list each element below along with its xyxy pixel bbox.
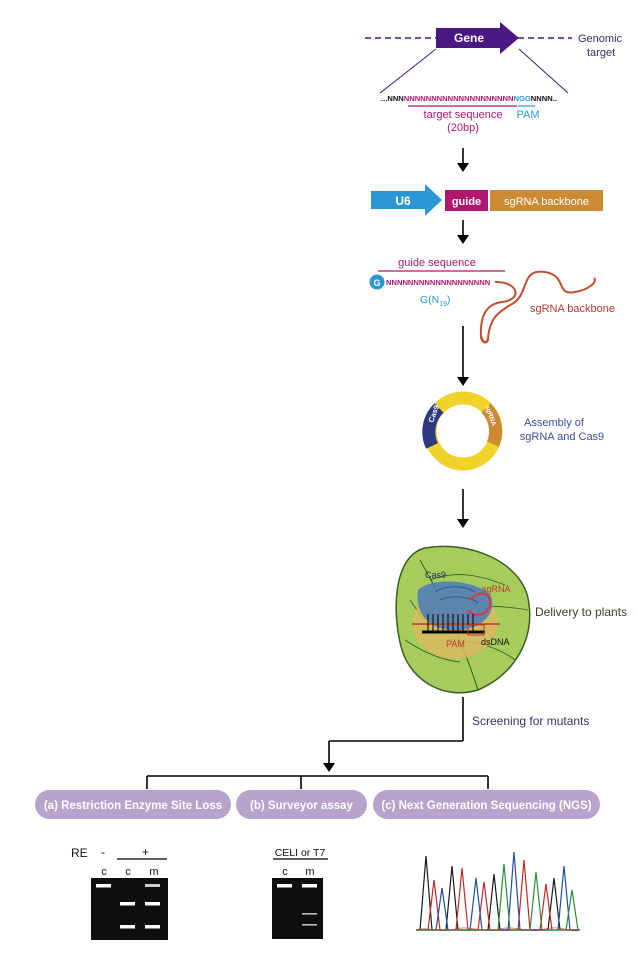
assembly-caption-2: sgRNA and Cas9 <box>520 431 604 443</box>
gene-arrow <box>436 22 519 54</box>
screening-arrowhead <box>323 763 335 772</box>
sgrna-ring-segment <box>481 403 503 447</box>
guide-box <box>445 190 488 211</box>
leaf-sgrna-label: sgRNA <box>482 584 511 594</box>
gel-a-lane-2: c <box>125 866 131 878</box>
method-c-pill <box>373 790 600 819</box>
method-pills: (a) Restriction Enzyme Site Loss (b) Sur… <box>35 790 600 819</box>
gel-b-band <box>302 924 317 926</box>
cas9-ring-segment <box>422 403 444 449</box>
pam-box <box>467 624 485 636</box>
method-b-pill <box>236 790 367 819</box>
backbone-strand-2 <box>487 270 596 339</box>
sgrna-in-complex <box>467 592 492 616</box>
trace-red <box>420 859 553 931</box>
gel-a-band <box>120 925 135 929</box>
assembly-caption-1: Assembly of <box>524 417 585 429</box>
trace-green <box>416 863 579 931</box>
g-n19-label: G(N19) <box>420 294 451 308</box>
gene-section: Gene Genomic target ...NNNNNNNNNNNNNNNNN… <box>365 22 623 134</box>
gene-label: Gene <box>454 31 484 45</box>
cas9-sgrna-assembly: Cas9 sgRNA Assembly of sgRNA and Cas9 <box>422 391 604 471</box>
leaf-dsdna-label: dsDNA <box>481 637 510 647</box>
cas9-texture <box>434 586 479 604</box>
u6-label: U6 <box>395 194 411 208</box>
method-a-pill <box>35 790 231 819</box>
leaf-pam-label: PAM <box>446 639 465 649</box>
gel-b-band <box>302 913 317 915</box>
sgrna-backbone-label: sgRNA backbone <box>504 196 589 208</box>
g-nucleotide-label: G <box>373 278 380 288</box>
g-nucleotide-circle <box>369 274 385 290</box>
method-c-label: (c) Next Generation Sequencing (NGS) <box>381 800 591 812</box>
flow-arrow-2 <box>457 220 469 244</box>
gel-b-band <box>302 884 317 888</box>
pam-label: PAM <box>516 109 539 121</box>
gel-b-body <box>272 878 323 939</box>
dna-sequence: ...NNNNNNNNNNNNNNNNNNNNNNNNGGNNNN.. <box>381 94 557 103</box>
flow-arrow-1 <box>457 148 469 172</box>
guide-sequence-label: guide sequence <box>398 257 476 269</box>
gel-a-band <box>120 902 135 906</box>
genomic-target-label-1: Genomic <box>578 33 623 45</box>
sgrna-construct: U6 guide sgRNA backbone <box>371 184 603 216</box>
gel-a-lane-3: m <box>149 866 158 878</box>
gel-b-lane-2: m <box>305 866 314 878</box>
gel-a-minus-label: - <box>101 845 105 859</box>
u6-promoter-arrow <box>371 184 442 216</box>
gel-a-restriction: RE - + c c m <box>71 845 168 940</box>
gel-a-re-label: RE <box>71 846 88 860</box>
sgrna-backbone-caption: sgRNA backbone <box>530 303 615 315</box>
gel-b-lane-1: c <box>282 866 288 878</box>
method-b-label: (b) Surveyor assay <box>250 800 354 812</box>
delivery-caption: Delivery to plants <box>535 605 627 619</box>
base-pair-ticks <box>427 614 474 632</box>
gel-a-lane-1: c <box>101 866 107 878</box>
genomic-target-label-2: target <box>587 47 615 59</box>
sgrna-backbone-box <box>490 190 603 211</box>
zoom-line-right <box>518 48 569 94</box>
gel-a-plus-label: + <box>142 845 149 859</box>
gel-b-surveyor: CELI or T7 c m <box>272 847 328 939</box>
screening-caption: Screening for mutants <box>472 714 589 728</box>
plant-leaf-delivery: Cas9 sgRNA PAM dsDNA Delivery to plants <box>395 545 627 694</box>
method-a-label: (a) Restriction Enzyme Site Loss <box>44 800 222 812</box>
flow-arrow-3 <box>457 326 469 386</box>
trace-black <box>416 855 580 931</box>
guide-label: guide <box>452 196 481 208</box>
screening-connectors: Screening for mutants <box>146 697 589 789</box>
trace-baseline-noise <box>415 927 581 932</box>
leaf-cas9-label: Cas9 <box>425 570 446 580</box>
gel-b-enzyme-label: CELI or T7 <box>275 847 326 859</box>
target-length-label: (20bp) <box>447 122 479 134</box>
cas9-protein-blob <box>417 581 493 631</box>
sgrna-molecule: guide sequence G NNNNNNNNNNNNNNNNNNN G(N… <box>369 257 615 344</box>
flow-arrow-4 <box>457 489 469 528</box>
gel-a-body <box>91 878 168 940</box>
ring-inner-dashes <box>437 405 489 457</box>
backbone-strand-1 <box>479 281 517 337</box>
target-sequence-label: target sequence <box>424 109 503 121</box>
gel-b-band <box>277 884 292 888</box>
guide-nucleotides: NNNNNNNNNNNNNNNNNNN <box>386 278 490 287</box>
ngs-chromatogram <box>415 851 581 932</box>
gel-a-band <box>145 884 160 887</box>
gel-a-band <box>96 884 111 888</box>
zoom-line-left <box>379 48 437 94</box>
gel-a-band <box>145 925 160 929</box>
backbone-loop-tip <box>479 335 490 344</box>
gel-a-band <box>145 902 160 906</box>
